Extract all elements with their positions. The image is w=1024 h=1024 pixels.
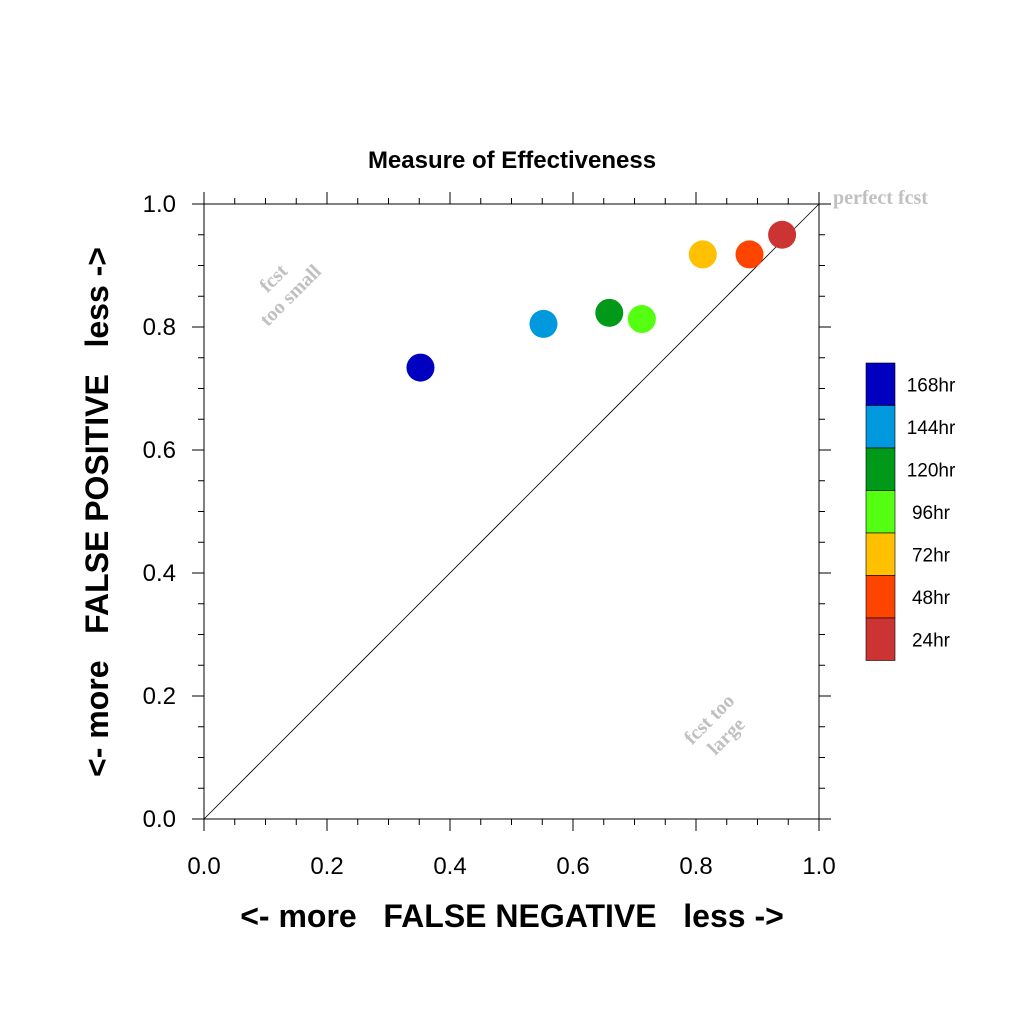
legend-swatch-144hr <box>865 405 896 449</box>
legend-label-96hr: 96hr <box>912 503 951 524</box>
data-points <box>406 220 797 382</box>
annotation-fcst-too-small: fcst too small <box>255 260 326 331</box>
y-tick-label: 0.8 <box>143 314 176 341</box>
data-point-168hr <box>406 353 435 382</box>
x-tick-label: 0.6 <box>556 853 589 880</box>
y-tick-label: 0.2 <box>143 683 176 710</box>
y-tick-label: 0.4 <box>143 560 176 587</box>
legend-label-24hr: 24hr <box>912 630 951 651</box>
legend-label-120hr: 120hr <box>907 460 956 481</box>
annotation-perfect-fcst: perfect fcst <box>833 187 928 209</box>
legend-swatch-24hr <box>865 617 896 661</box>
axis-ticks <box>192 192 831 831</box>
y-tick-label: 1.0 <box>143 191 176 218</box>
legend-label-144hr: 144hr <box>907 418 956 439</box>
x-tick-label: 0.8 <box>679 853 712 880</box>
legend-label-48hr: 48hr <box>912 588 951 609</box>
legend-label-168hr: 168hr <box>907 375 956 396</box>
x-axis-label: <- more FALSE NEGATIVE less -> <box>240 898 784 934</box>
legend-swatch-96hr <box>865 490 896 534</box>
annotation-fcst-too-large: fcst too large <box>680 690 750 760</box>
legend-swatch-48hr <box>865 575 896 619</box>
data-point-48hr <box>735 240 764 269</box>
data-point-24hr <box>768 220 797 249</box>
y-axis-label: <- more FALSE POSITIVE less -> <box>79 247 115 777</box>
x-tick-label: 0.4 <box>433 853 466 880</box>
legend-label-72hr: 72hr <box>912 545 951 566</box>
data-point-96hr <box>627 305 656 334</box>
legend-swatch-120hr <box>865 447 896 491</box>
legend: 168hr 144hr 120hr 96hr 72hr 48hr 24hr <box>865 362 956 661</box>
legend-swatch-72hr <box>865 532 896 576</box>
legend-swatch-168hr <box>865 362 896 406</box>
chart-title: Measure of Effectiveness <box>368 147 656 174</box>
y-tick-label: 0.6 <box>143 437 176 464</box>
x-tick-label: 0.2 <box>310 853 343 880</box>
y-tick-label: 0.0 <box>143 806 176 833</box>
data-point-120hr <box>595 298 624 327</box>
data-point-72hr <box>688 240 717 269</box>
data-point-144hr <box>529 309 558 338</box>
x-tick-label: 0.0 <box>187 853 220 880</box>
diagonal-reference-line <box>203 203 820 820</box>
x-tick-label: 1.0 <box>802 853 835 880</box>
axis-tick-labels: 0.0 0.2 0.4 0.6 0.8 1.0 0.0 0.2 0.4 0.6 0.8 1.0 <box>143 191 836 880</box>
